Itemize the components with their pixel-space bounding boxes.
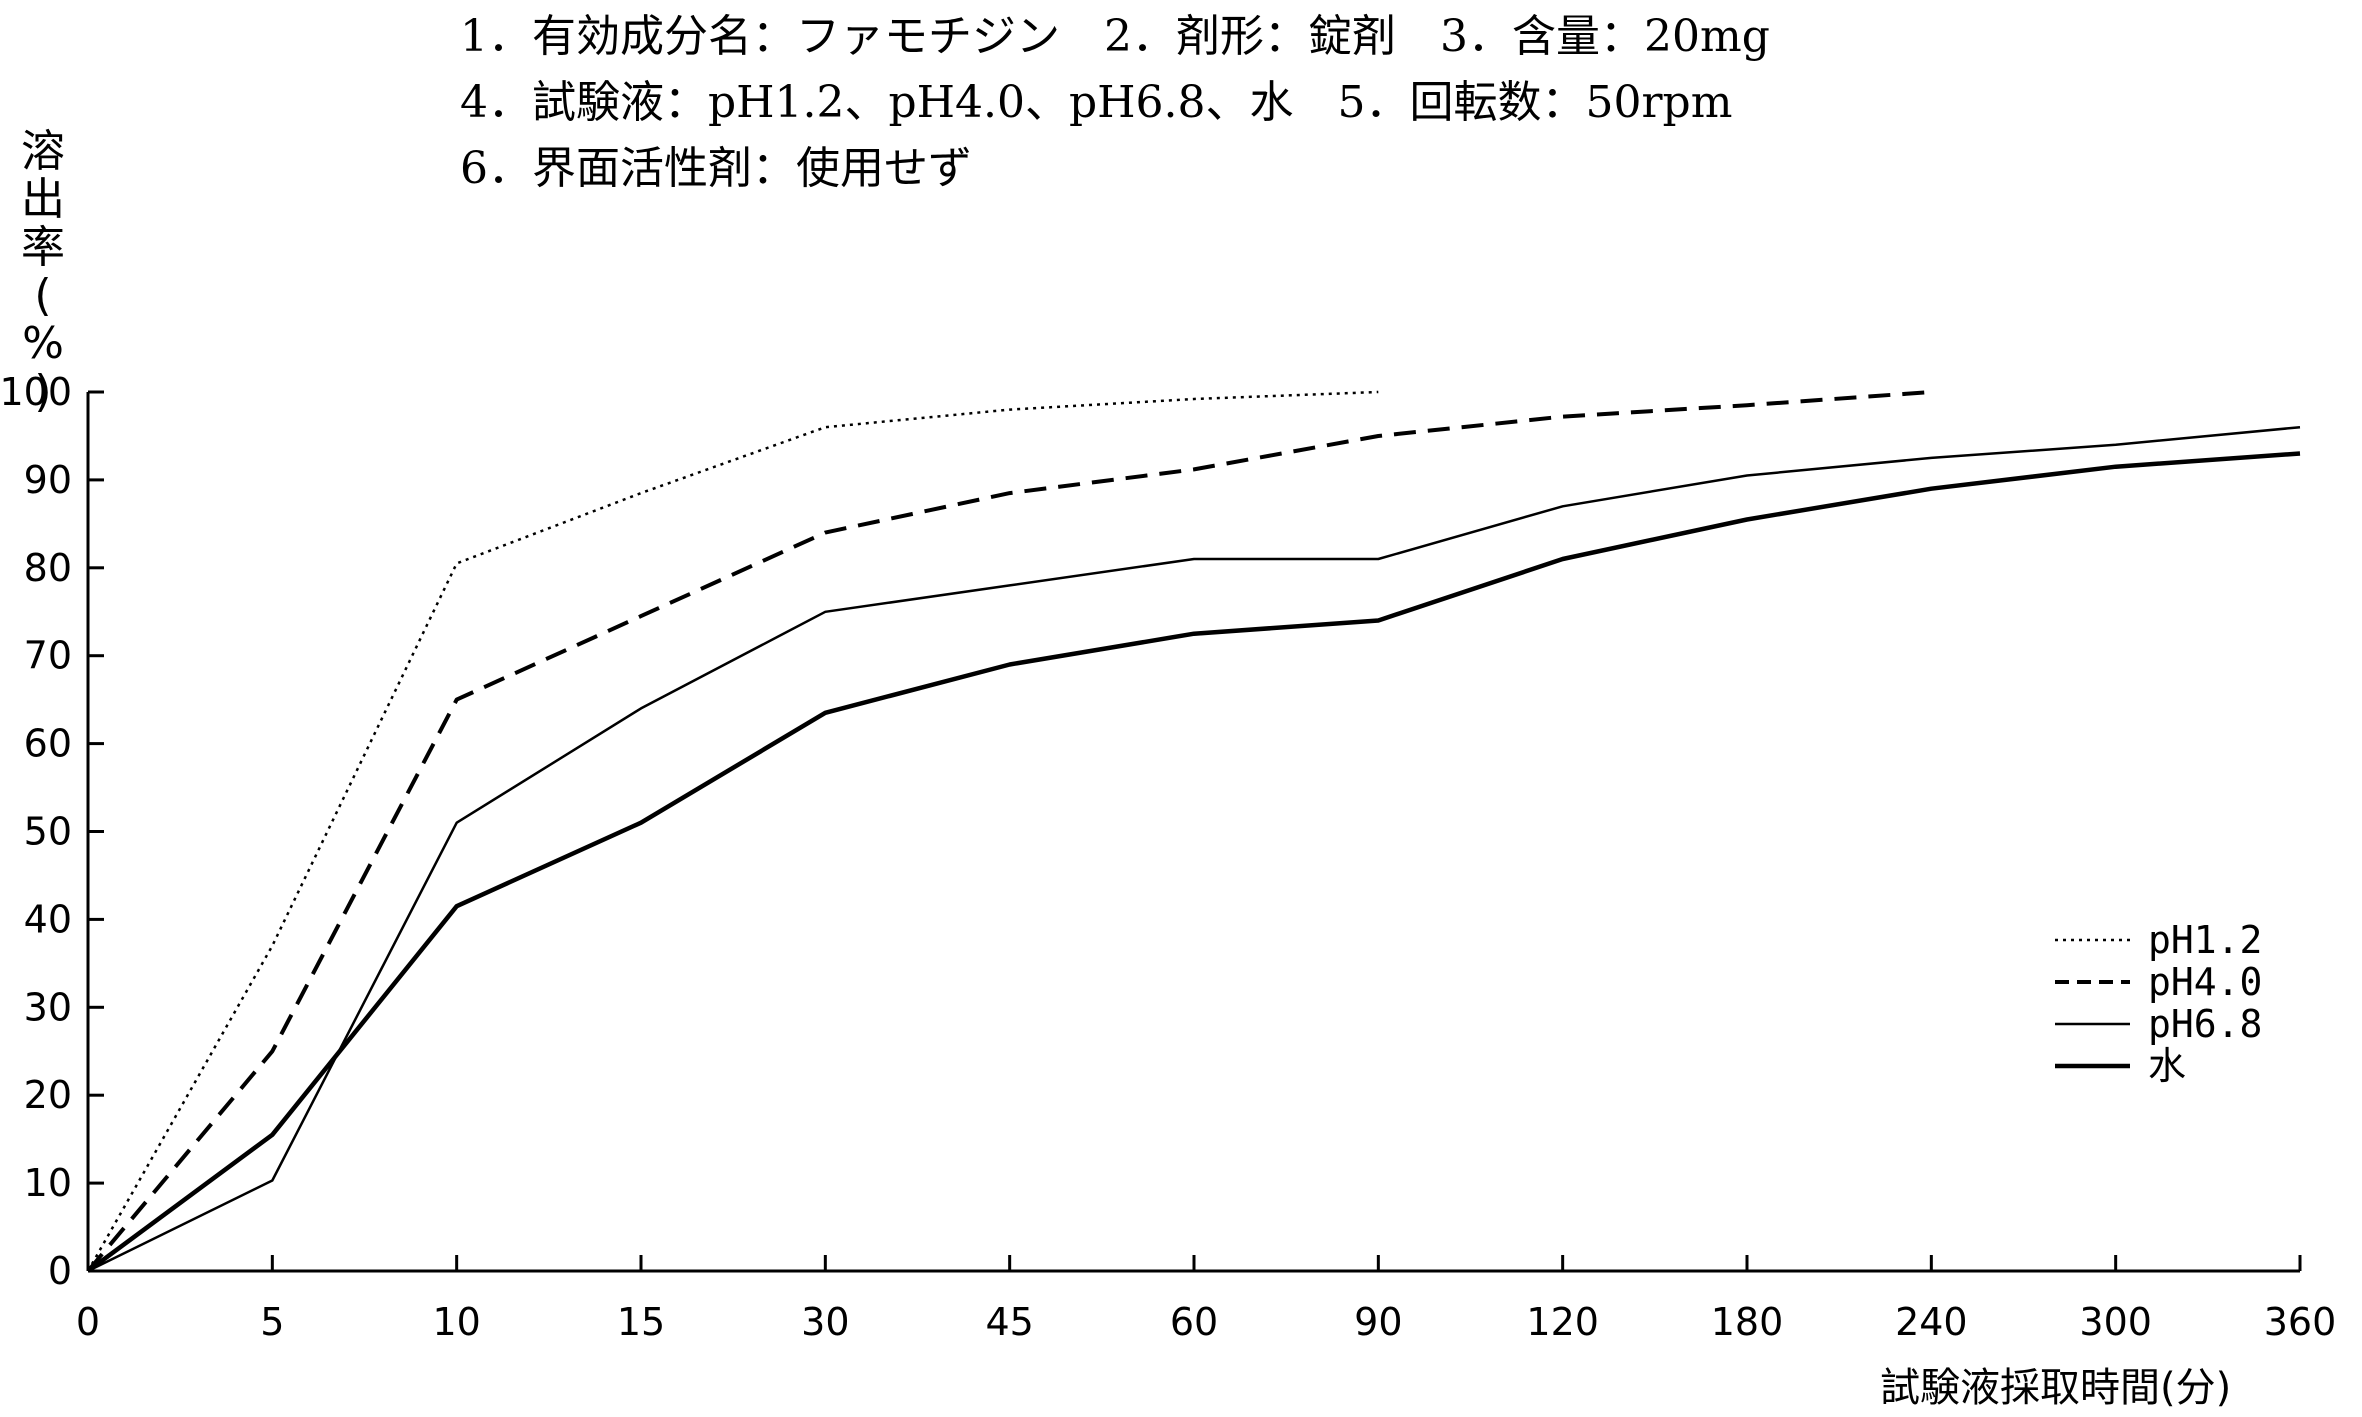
y-tick-label: 80 bbox=[24, 546, 72, 590]
y-tick-label: 50 bbox=[24, 810, 72, 854]
legend-label-1: pH4.0 bbox=[2148, 960, 2262, 1004]
y-tick-label: 100 bbox=[0, 370, 72, 414]
series-line-0 bbox=[86, 390, 1379, 1272]
x-tick-label: 90 bbox=[1354, 1300, 1402, 1344]
y-tick-label: 0 bbox=[48, 1249, 72, 1293]
y-tick-label: 90 bbox=[24, 458, 72, 502]
series-line-1 bbox=[86, 390, 1932, 1273]
header-line-3: 6．界面活性剤：使用せず bbox=[460, 143, 972, 194]
x-tick-label: 10 bbox=[432, 1300, 480, 1344]
y-axis-label: 溶出率(%) bbox=[21, 126, 65, 417]
x-tick-label: 45 bbox=[985, 1300, 1033, 1344]
x-tick-label: 240 bbox=[1895, 1300, 1968, 1344]
x-ticks: 0 5 10 15 30 45 60 90 120 180 240 300 360 bbox=[76, 1255, 2336, 1344]
y-tick-label: 20 bbox=[24, 1073, 72, 1117]
x-tick-label: 360 bbox=[2264, 1300, 2337, 1344]
y-ticks: 0 10 20 30 40 50 60 70 80 90 100 bbox=[0, 370, 104, 1293]
x-tick-label: 15 bbox=[617, 1300, 665, 1344]
y-tick-label: 70 bbox=[24, 634, 72, 678]
x-tick-label: 60 bbox=[1170, 1300, 1218, 1344]
x-tick-label: 300 bbox=[2079, 1300, 2152, 1344]
legend-label-0: pH1.2 bbox=[2148, 918, 2262, 962]
y-tick-label: 10 bbox=[24, 1161, 72, 1205]
series-line-2 bbox=[87, 425, 2301, 1273]
x-tick-label: 120 bbox=[1526, 1300, 1599, 1344]
x-tick-label: 180 bbox=[1711, 1300, 1784, 1344]
x-tick-label: 0 bbox=[76, 1300, 100, 1344]
legend-label-2: pH6.8 bbox=[2148, 1002, 2262, 1046]
header-line-2: 4．試験液：pH1.2、pH4.0、pH6.8、水 5．回転数：50rpm bbox=[460, 77, 1733, 128]
header-line-1: 1．有効成分名：ファモチジン 2．剤形：錠剤 3．含量：20mg bbox=[460, 11, 1770, 62]
x-tick-label: 5 bbox=[260, 1300, 284, 1344]
y-tick-label: 40 bbox=[24, 897, 72, 941]
x-axis-label: 試験液採取時間(分) bbox=[1880, 1365, 2232, 1411]
series-lines bbox=[86, 390, 2301, 1273]
y-tick-label: 30 bbox=[24, 985, 72, 1029]
series-line-3 bbox=[86, 451, 2301, 1273]
axes bbox=[86, 392, 2300, 1273]
x-tick-label: 30 bbox=[801, 1300, 849, 1344]
legend-label-3: 水 bbox=[2148, 1044, 2186, 1088]
y-tick-label: 60 bbox=[24, 722, 72, 766]
